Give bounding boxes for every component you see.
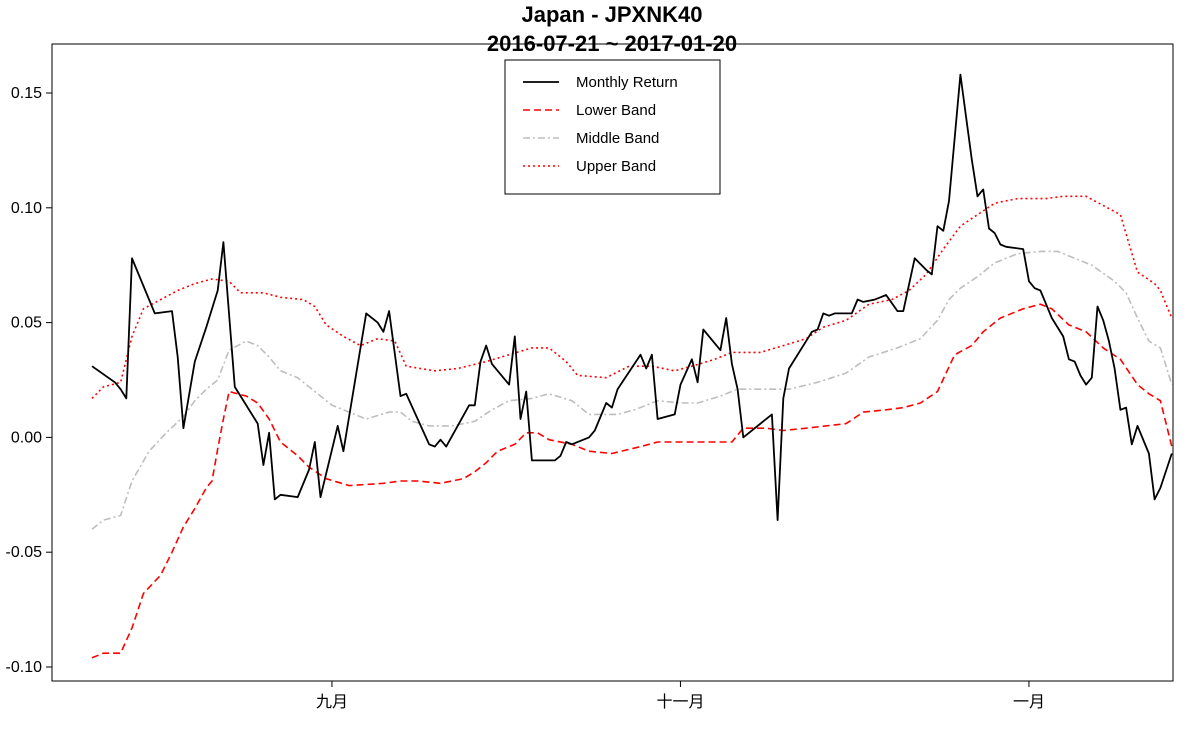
series-line-lower-band — [91, 303, 1173, 659]
y-axis: -0.10 -0.05 0.00 0.05 0.10 0.15 — [6, 85, 52, 676]
legend-entry-label: Upper Band — [576, 158, 656, 175]
x-axis: 九月 十一月 一月 — [316, 681, 1045, 711]
series-layer — [91, 73, 1173, 659]
legend-entry-label: Middle Band — [576, 130, 659, 147]
legend: Monthly Return Lower Band Middle Band Upper… — [504, 59, 721, 195]
x-tick-label: 十一月 — [656, 693, 704, 711]
series-line-middle-band — [91, 250, 1173, 530]
legend-entry-label: Monthly Return — [576, 74, 678, 91]
series-line-upper-band — [91, 195, 1173, 399]
y-tick-label: 0.10 — [11, 200, 42, 217]
x-tick-label: 一月 — [1013, 694, 1045, 711]
legend-entry-label: Lower Band — [576, 102, 656, 119]
y-tick-label: -0.05 — [6, 544, 43, 561]
series-line-monthly-return — [91, 73, 1173, 521]
y-tick-label: 0.05 — [11, 315, 42, 332]
y-tick-label: 0.15 — [11, 85, 42, 102]
y-tick-label: 0.00 — [11, 429, 42, 446]
y-tick-label: -0.10 — [6, 659, 43, 676]
plot-frame — [51, 43, 1174, 682]
chart-title: Japan - JPXNK40 — [522, 2, 703, 27]
x-tick-label: 九月 — [316, 693, 348, 711]
